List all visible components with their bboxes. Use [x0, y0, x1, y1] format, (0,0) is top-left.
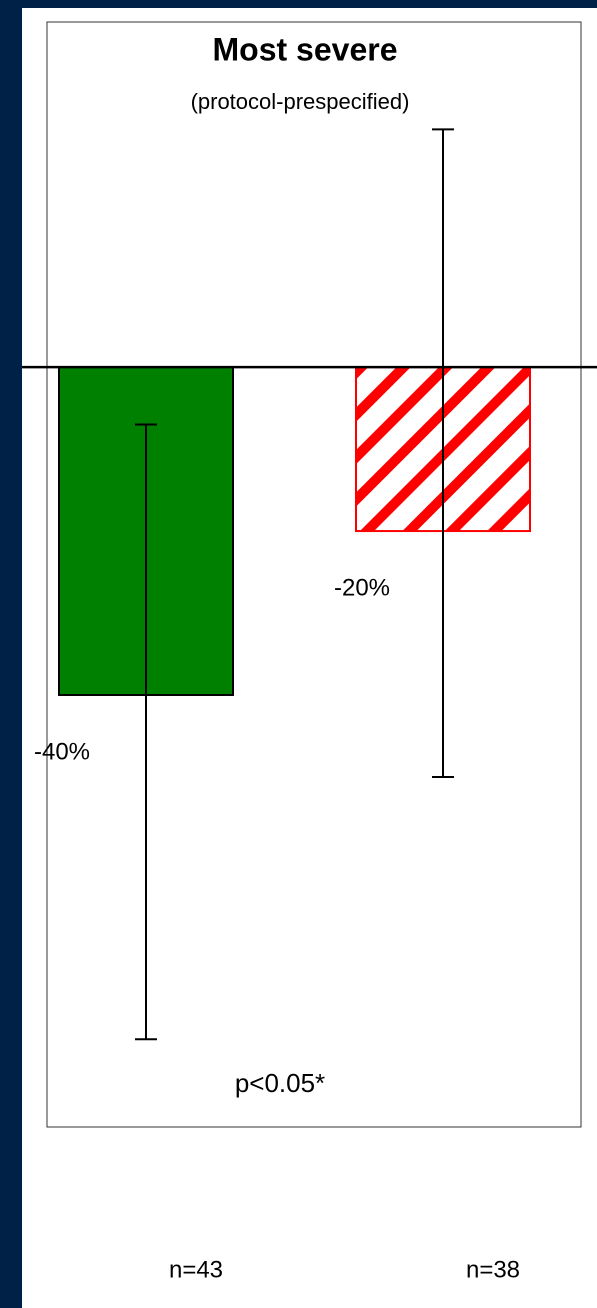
value-label: -20%	[334, 574, 390, 601]
x-tick-label: n=38	[466, 1256, 520, 1283]
x-tick-label: n=43	[169, 1256, 223, 1283]
value-label: -40%	[34, 738, 90, 765]
chart-title: Most severe	[213, 31, 398, 67]
chart-subtitle: (protocol-prespecified)	[191, 89, 410, 114]
plot-frame	[46, 21, 582, 1128]
annotation: p<0.05*	[235, 1068, 325, 1098]
